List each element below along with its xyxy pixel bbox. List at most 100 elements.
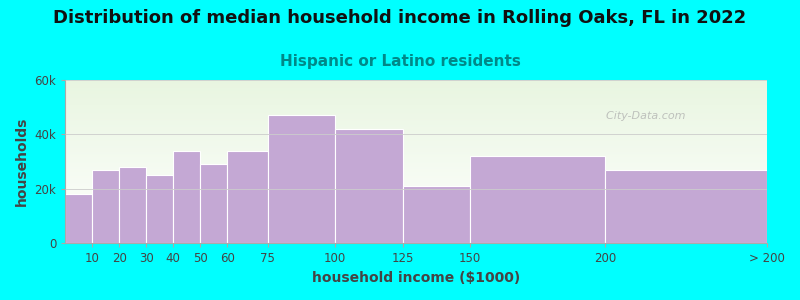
Bar <box>66 226 767 227</box>
Bar <box>66 228 767 229</box>
Bar <box>268 116 335 243</box>
Bar <box>66 141 767 142</box>
Bar <box>66 123 767 124</box>
Bar <box>66 105 767 106</box>
Bar <box>66 146 767 147</box>
Bar <box>66 227 767 228</box>
Bar <box>66 128 767 129</box>
Bar <box>66 117 767 118</box>
Bar <box>66 191 767 192</box>
Bar <box>66 239 767 240</box>
Bar <box>66 174 767 175</box>
Bar <box>605 170 767 243</box>
Bar <box>66 145 767 146</box>
Bar <box>66 124 767 125</box>
Bar <box>66 229 767 230</box>
Bar <box>66 94 767 95</box>
Bar <box>66 119 767 120</box>
Bar <box>66 103 767 104</box>
Bar <box>66 180 767 181</box>
Bar <box>66 210 767 211</box>
Bar <box>66 183 767 184</box>
Bar <box>66 240 767 241</box>
Bar <box>66 165 767 166</box>
Bar <box>66 200 767 201</box>
Bar <box>66 237 767 238</box>
Bar <box>66 209 767 210</box>
Bar <box>66 194 767 195</box>
Bar <box>66 202 767 203</box>
Bar <box>66 140 767 141</box>
Bar <box>66 110 767 111</box>
Bar <box>66 201 767 202</box>
Bar <box>66 118 767 119</box>
Bar <box>66 204 767 205</box>
Bar <box>66 219 767 220</box>
Bar <box>66 177 767 178</box>
Bar <box>66 149 767 150</box>
Bar <box>66 231 767 232</box>
Bar <box>335 129 402 243</box>
Bar <box>66 148 767 149</box>
Bar <box>66 147 767 148</box>
Bar <box>66 242 767 243</box>
Bar <box>66 222 767 223</box>
Bar <box>66 93 767 94</box>
Bar <box>66 163 767 164</box>
Bar <box>66 176 767 177</box>
Bar <box>66 198 767 199</box>
Bar <box>66 118 767 119</box>
Bar <box>66 206 767 207</box>
Bar <box>66 121 767 122</box>
Bar <box>66 167 767 168</box>
Bar <box>66 159 767 160</box>
Bar <box>66 181 767 182</box>
Bar <box>66 91 767 92</box>
Bar <box>66 238 767 239</box>
Bar <box>66 158 767 159</box>
Bar <box>66 187 767 188</box>
Bar <box>66 90 767 91</box>
Bar <box>66 236 767 237</box>
Bar <box>66 171 767 172</box>
Bar <box>66 131 767 132</box>
Bar <box>66 221 767 222</box>
Bar <box>402 186 470 243</box>
Bar <box>66 112 767 113</box>
Bar <box>66 241 767 242</box>
Bar <box>66 215 767 216</box>
Bar <box>66 82 767 83</box>
Bar <box>66 192 767 193</box>
Bar <box>66 197 767 198</box>
Bar <box>66 161 767 162</box>
Bar <box>66 87 767 88</box>
Bar <box>66 99 767 100</box>
Bar <box>66 120 767 121</box>
Bar <box>66 135 767 136</box>
Bar <box>66 182 767 183</box>
Bar <box>66 233 767 234</box>
Bar <box>66 97 767 98</box>
Bar <box>66 151 767 152</box>
Bar <box>66 169 767 170</box>
Bar <box>66 211 767 212</box>
Bar <box>66 208 767 209</box>
Bar <box>66 113 767 114</box>
Bar <box>66 178 767 179</box>
Bar <box>66 85 767 86</box>
Bar <box>66 185 767 186</box>
Bar <box>66 104 767 105</box>
Bar <box>66 98 767 99</box>
Bar <box>66 218 767 219</box>
Bar <box>66 80 767 81</box>
Bar <box>66 238 767 239</box>
Bar <box>66 102 767 103</box>
Bar <box>66 134 767 135</box>
Bar <box>66 220 767 221</box>
Bar <box>66 101 767 102</box>
Bar <box>66 96 767 97</box>
X-axis label: household income ($1000): household income ($1000) <box>312 271 520 285</box>
Bar <box>66 122 767 123</box>
Bar <box>66 212 767 213</box>
Bar <box>66 115 767 116</box>
